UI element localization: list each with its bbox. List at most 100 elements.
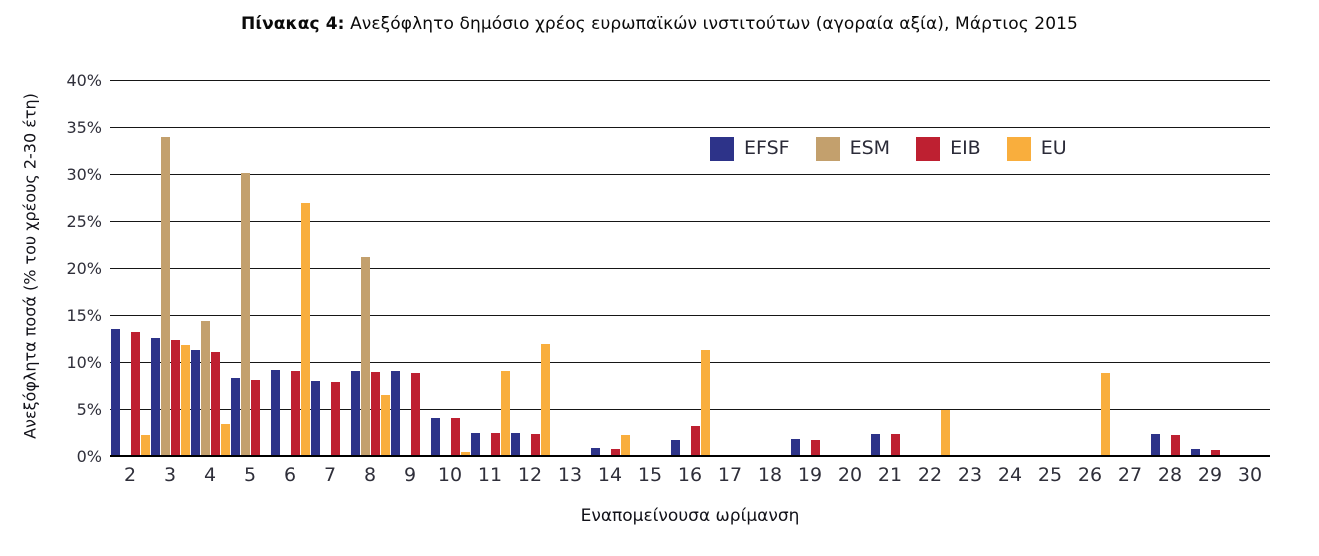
legend-item-EFSF: EFSF — [710, 136, 790, 161]
x-tick-label-17: 17 — [717, 464, 743, 486]
bar-group-21 — [870, 81, 910, 457]
x-tick-label-15: 15 — [637, 464, 663, 486]
x-tick-label-7: 7 — [323, 464, 337, 486]
legend-label-EU: EU — [1040, 137, 1067, 159]
bar-EFSF-11 — [470, 432, 480, 457]
x-tick-label-9: 9 — [403, 464, 417, 486]
bar-EIB-5 — [250, 379, 260, 457]
bar-EIB-12 — [530, 433, 540, 457]
bar-group-15 — [630, 81, 670, 457]
legend: EFSF ESM EIB EU — [710, 125, 1067, 172]
bar-EFSF-28 — [1150, 433, 1160, 457]
bar-EU-4 — [220, 424, 230, 457]
bar-EU-6 — [300, 203, 310, 457]
bar-group-28 — [1150, 81, 1190, 457]
x-tick-label-10: 10 — [437, 464, 463, 486]
bar-EIB-7 — [330, 381, 340, 457]
bar-EFSF-10 — [430, 417, 440, 457]
bar-EU-14 — [620, 435, 630, 457]
bar-EFSF-21 — [870, 433, 880, 457]
bar-group-26 — [1070, 81, 1110, 457]
y-tick-label: 40% — [66, 71, 102, 90]
bar-group-13 — [550, 81, 590, 457]
bar-group-12 — [510, 81, 550, 457]
bar-EIB-28 — [1170, 435, 1180, 457]
bar-group-4 — [190, 81, 230, 457]
bar-group-8 — [350, 81, 390, 457]
legend-item-EU: EU — [1006, 136, 1067, 161]
bar-EIB-6 — [290, 370, 300, 457]
bar-group-3 — [150, 81, 190, 457]
bars-layer — [110, 81, 1270, 457]
bar-EFSF-3 — [150, 337, 160, 457]
bar-group-6 — [270, 81, 310, 457]
bar-EIB-11 — [490, 432, 500, 457]
y-tick-label: 20% — [66, 259, 102, 278]
gridline — [110, 174, 1270, 175]
x-tick-label-19: 19 — [797, 464, 823, 486]
legend-swatch-ESM — [815, 136, 840, 161]
bar-EFSF-9 — [390, 371, 400, 457]
x-tick-label-13: 13 — [557, 464, 583, 486]
x-tick-label-26: 26 — [1077, 464, 1103, 486]
gridline — [110, 409, 1270, 410]
bar-EFSF-2 — [110, 329, 120, 457]
bar-EIB-9 — [410, 373, 420, 457]
bar-group-14 — [590, 81, 630, 457]
bar-EFSF-14 — [590, 447, 600, 457]
x-tick-label-3: 3 — [163, 464, 177, 486]
x-tick-label-16: 16 — [677, 464, 703, 486]
bar-ESM-4 — [200, 320, 210, 457]
bar-group-16 — [670, 81, 710, 457]
bar-EFSF-6 — [270, 369, 280, 457]
x-tick-label-14: 14 — [597, 464, 623, 486]
x-tick-label-18: 18 — [757, 464, 783, 486]
bar-EU-10 — [460, 452, 470, 457]
x-tick-label-24: 24 — [997, 464, 1023, 486]
bar-EFSF-29 — [1190, 449, 1200, 457]
chart-title: Πίνακας 4: Ανεξόφλητο δημόσιο χρέος ευρω… — [0, 14, 1319, 34]
bar-EIB-29 — [1210, 450, 1220, 457]
x-tick-label-27: 27 — [1117, 464, 1143, 486]
x-tick-label-2: 2 — [123, 464, 137, 486]
y-tick-label: 15% — [66, 306, 102, 325]
bar-EFSF-4 — [190, 349, 200, 457]
bar-ESM-3 — [160, 137, 170, 457]
chart-title-prefix: Πίνακας 4: — [241, 14, 345, 34]
plot-area: EFSF ESM EIB EU — [110, 80, 1270, 457]
bar-EIB-16 — [690, 425, 700, 457]
y-axis-tick-labels: 0% 5% 10% 15% 20% 25% 30% 35% 40% — [0, 73, 102, 465]
x-tick-label-8: 8 — [363, 464, 377, 486]
bar-EFSF-8 — [350, 370, 360, 457]
legend-label-EIB: EIB — [950, 137, 981, 159]
x-tick-label-23: 23 — [957, 464, 983, 486]
bar-group-7 — [310, 81, 350, 457]
x-tick-label-21: 21 — [877, 464, 903, 486]
legend-label-ESM: ESM — [849, 137, 891, 159]
bar-group-10 — [430, 81, 470, 457]
bar-EU-3 — [180, 345, 190, 457]
bar-EU-12 — [540, 344, 550, 457]
legend-swatch-EU — [1006, 136, 1031, 161]
y-tick-label: 25% — [66, 212, 102, 231]
x-tick-label-4: 4 — [203, 464, 217, 486]
bar-EFSF-7 — [310, 380, 320, 457]
bar-group-9 — [390, 81, 430, 457]
chart-title-text: Ανεξόφλητο δημόσιο χρέος ευρωπαϊκών ινστ… — [350, 14, 1078, 34]
gridline — [110, 127, 1270, 128]
bar-EFSF-19 — [790, 439, 800, 457]
legend-swatch-EIB — [916, 136, 941, 161]
x-tick-label-30: 30 — [1237, 464, 1263, 486]
x-tick-label-11: 11 — [477, 464, 503, 486]
x-tick-label-29: 29 — [1197, 464, 1223, 486]
y-tick-label: 35% — [66, 118, 102, 137]
bar-EIB-14 — [610, 448, 620, 457]
y-tick-label: 10% — [66, 353, 102, 372]
bar-EIB-2 — [130, 331, 140, 457]
bar-EIB-3 — [170, 339, 180, 457]
bar-group-27 — [1110, 81, 1150, 457]
bar-group-19 — [790, 81, 830, 457]
bar-EU-8 — [380, 394, 390, 457]
bar-EIB-8 — [370, 372, 380, 457]
gridline — [110, 80, 1270, 81]
